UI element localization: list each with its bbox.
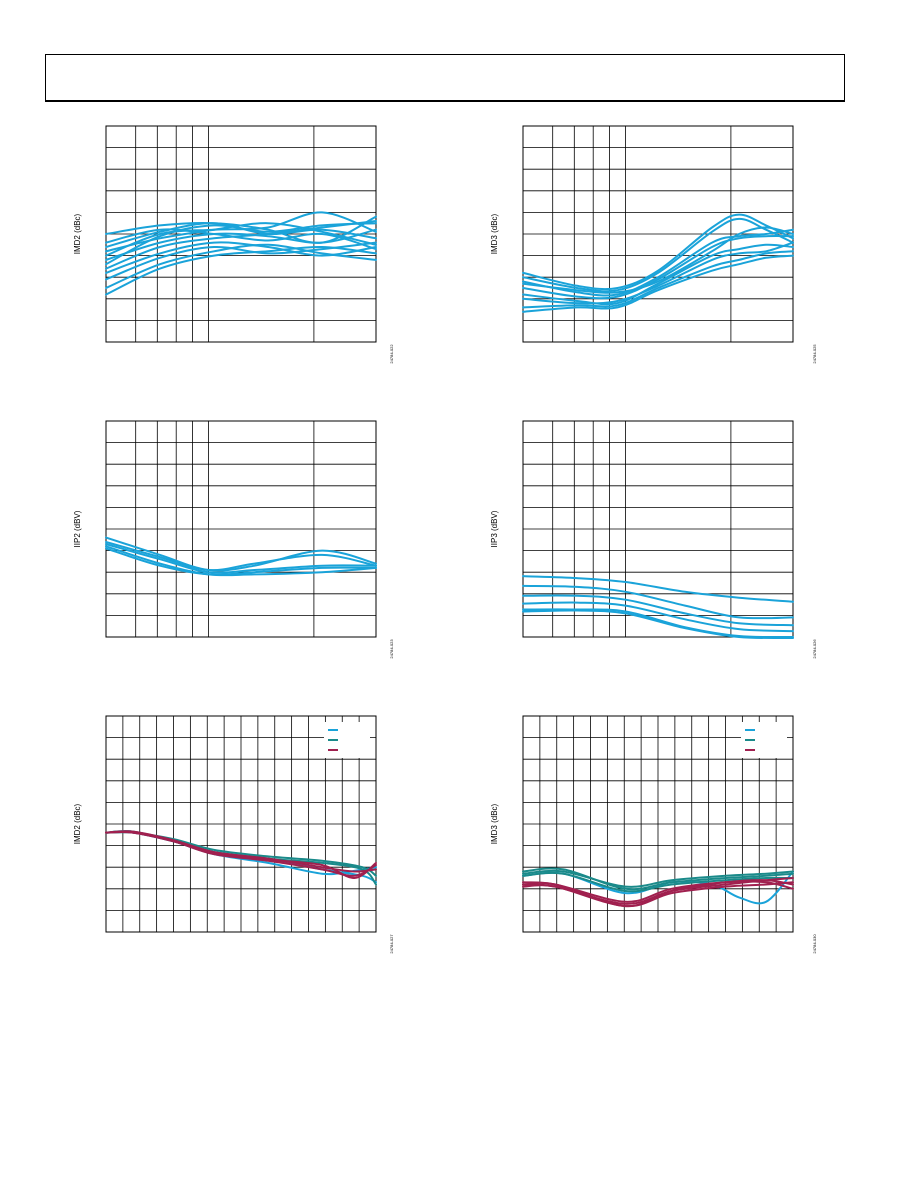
series-line-4 (522, 601, 794, 633)
y-axis-label: IMD2 (dBc) (73, 213, 82, 254)
series-line-12 (105, 228, 377, 251)
y-axis-label: IIP3 (dBV) (490, 510, 499, 547)
series-line-4 (105, 228, 377, 261)
chart-4: IIP3 (dBV) 24784-026 (490, 420, 817, 659)
series-line-8 (522, 254, 794, 313)
chart-3: IIP2 (dBV) 24784-023 (73, 420, 394, 659)
series-line-6 (105, 830, 377, 873)
y-axis-label: IMD3 (dBc) (490, 213, 499, 254)
series-line-8 (105, 243, 377, 289)
y-axis-label: IMD2 (dBc) (73, 803, 82, 844)
series-line-1 (522, 213, 794, 291)
series-line-7 (105, 830, 377, 880)
series-line-2 (522, 584, 794, 620)
series-line-9 (105, 245, 377, 296)
series-line-3 (105, 543, 377, 574)
figure-id: 24784-030 (812, 934, 817, 954)
chart-2: IMD3 (dBc) 24784-025 (490, 125, 817, 364)
series-line-4 (105, 545, 377, 577)
figure-id: 24784-023 (389, 639, 394, 659)
series-line-2 (522, 867, 794, 891)
series-line-5 (522, 243, 794, 306)
figure-id: 24784-027 (389, 934, 394, 954)
series-line-6 (522, 609, 794, 640)
series-line-11 (105, 222, 377, 266)
figure-id: 24784-025 (812, 344, 817, 364)
figure-id: 24784-026 (812, 639, 817, 659)
series-line-3 (522, 869, 794, 888)
series-line-5 (105, 547, 377, 576)
series-line-4 (522, 871, 794, 893)
page-header-box (45, 54, 845, 102)
chart-6: IMD3 (dBc) 24784-030 (490, 715, 817, 954)
series-line-2 (105, 541, 377, 572)
series-line-3 (105, 222, 377, 253)
series-line-6 (522, 880, 794, 903)
chart-1: IMD2 (dBc) 24784-022 (73, 125, 394, 364)
series-line-8 (522, 881, 794, 908)
y-axis-label: IIP2 (dBV) (73, 510, 82, 547)
series-line-5 (105, 220, 377, 270)
series-line-3 (522, 228, 794, 297)
series-line-7 (105, 241, 377, 281)
series-line-7 (522, 250, 794, 309)
series-line-3 (522, 594, 794, 627)
figure-id: 24784-022 (389, 344, 394, 364)
series-line-6 (105, 241, 377, 274)
series-line-1 (105, 536, 377, 572)
series-line-4 (522, 235, 794, 300)
chart-5: IMD2 (dBc) 24784-027 (73, 715, 394, 954)
series-line-1 (522, 575, 794, 603)
series-line-6 (522, 241, 794, 305)
y-axis-label: IMD3 (dBc) (490, 803, 499, 844)
series-line-9 (522, 226, 794, 294)
